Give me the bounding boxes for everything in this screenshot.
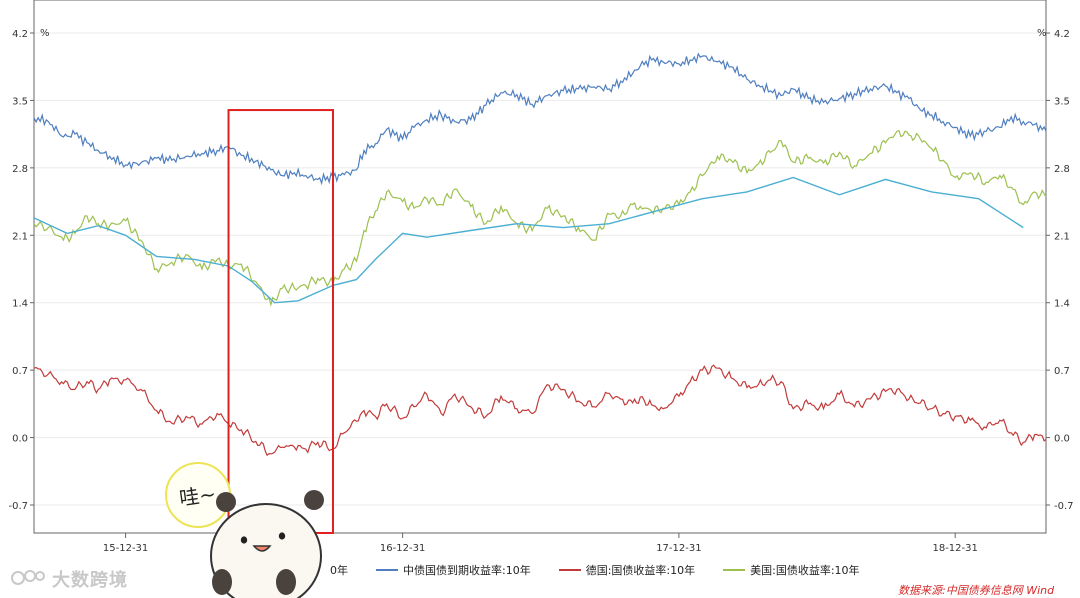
series-line-0: [33, 52, 1047, 186]
legend-item: 美国:国债收益率:10年: [723, 562, 860, 578]
legend-swatch: [376, 569, 398, 571]
y-axis-left: 4.2 3.5 2.8 2.1 1.4 0.7 0.0 -0.7: [8, 29, 34, 512]
y-tick-label: 0.0: [12, 434, 28, 445]
x-tick-label: 18-12-31: [932, 543, 977, 554]
y-tick-label: 4.2: [12, 29, 28, 40]
legend-label: 0年: [330, 564, 348, 577]
legend-item: 德国:国债收益率:10年: [558, 562, 696, 578]
x-tick-label: 15-12-31: [103, 543, 148, 554]
legend-swatch: [723, 569, 746, 571]
x-tick-label: 16-12-31: [380, 543, 425, 554]
y-tick-label: -0.7: [8, 501, 28, 512]
series-line-2: [33, 129, 1047, 307]
legend-label: 美国:国债收益率:10年: [750, 564, 860, 577]
grid-lines: [34, 32, 1046, 506]
y-tick-label: 2.8: [12, 164, 28, 175]
y-tick-label: -0.7: [1054, 501, 1074, 512]
highlight-box: [227, 109, 334, 535]
series-line-3: [33, 176, 1024, 304]
y-tick-label: 0.0: [1054, 434, 1070, 445]
legend-label: 德国:国债收益率:10年: [585, 564, 696, 577]
legend-item: 0年: [330, 562, 348, 578]
legend-label: 中债国债到期收益率:10年: [403, 564, 531, 577]
y-tick-label: 0.7: [12, 366, 28, 377]
plot-area-border: [33, 0, 1047, 534]
left-axis-unit: %: [40, 28, 50, 39]
legend-swatch: [558, 569, 581, 571]
watermark-text: 大数跨境: [52, 570, 128, 591]
y-axis-right: 4.2 3.5 2.8 2.1 1.4 0.7 0.0 -0.7: [1046, 29, 1074, 512]
y-tick-label: 2.1: [12, 231, 28, 242]
right-axis-unit: %: [1037, 28, 1047, 39]
legend-item: 中债国债到期收益率:10年: [376, 562, 531, 578]
y-tick-label: 3.5: [12, 96, 28, 107]
y-tick-label: 4.2: [1054, 29, 1070, 40]
series-lines: [33, 52, 1047, 457]
chart-legend: 0年 中债国债到期收益率:10年 德国:国债收益率:10年 美国:国债收益率:1…: [330, 562, 888, 578]
y-tick-label: 1.4: [12, 299, 28, 310]
y-tick-label: 3.5: [1054, 96, 1070, 107]
panda-mascot-icon: [210, 490, 324, 598]
x-axis: 15-12-31 16-12-31 17-12-31 18-12-31: [103, 533, 978, 554]
watermark-logo-icon: [11, 570, 45, 585]
data-source-note: 数据来源:中国债券信息网 Wind: [898, 584, 1055, 597]
y-tick-label: 2.8: [1054, 164, 1070, 175]
y-tick-label: 1.4: [1054, 299, 1070, 310]
y-tick-label: 2.1: [1054, 231, 1070, 242]
y-tick-label: 0.7: [1054, 366, 1070, 377]
series-line-1: [33, 364, 1047, 457]
x-tick-label: 17-12-31: [656, 543, 701, 554]
